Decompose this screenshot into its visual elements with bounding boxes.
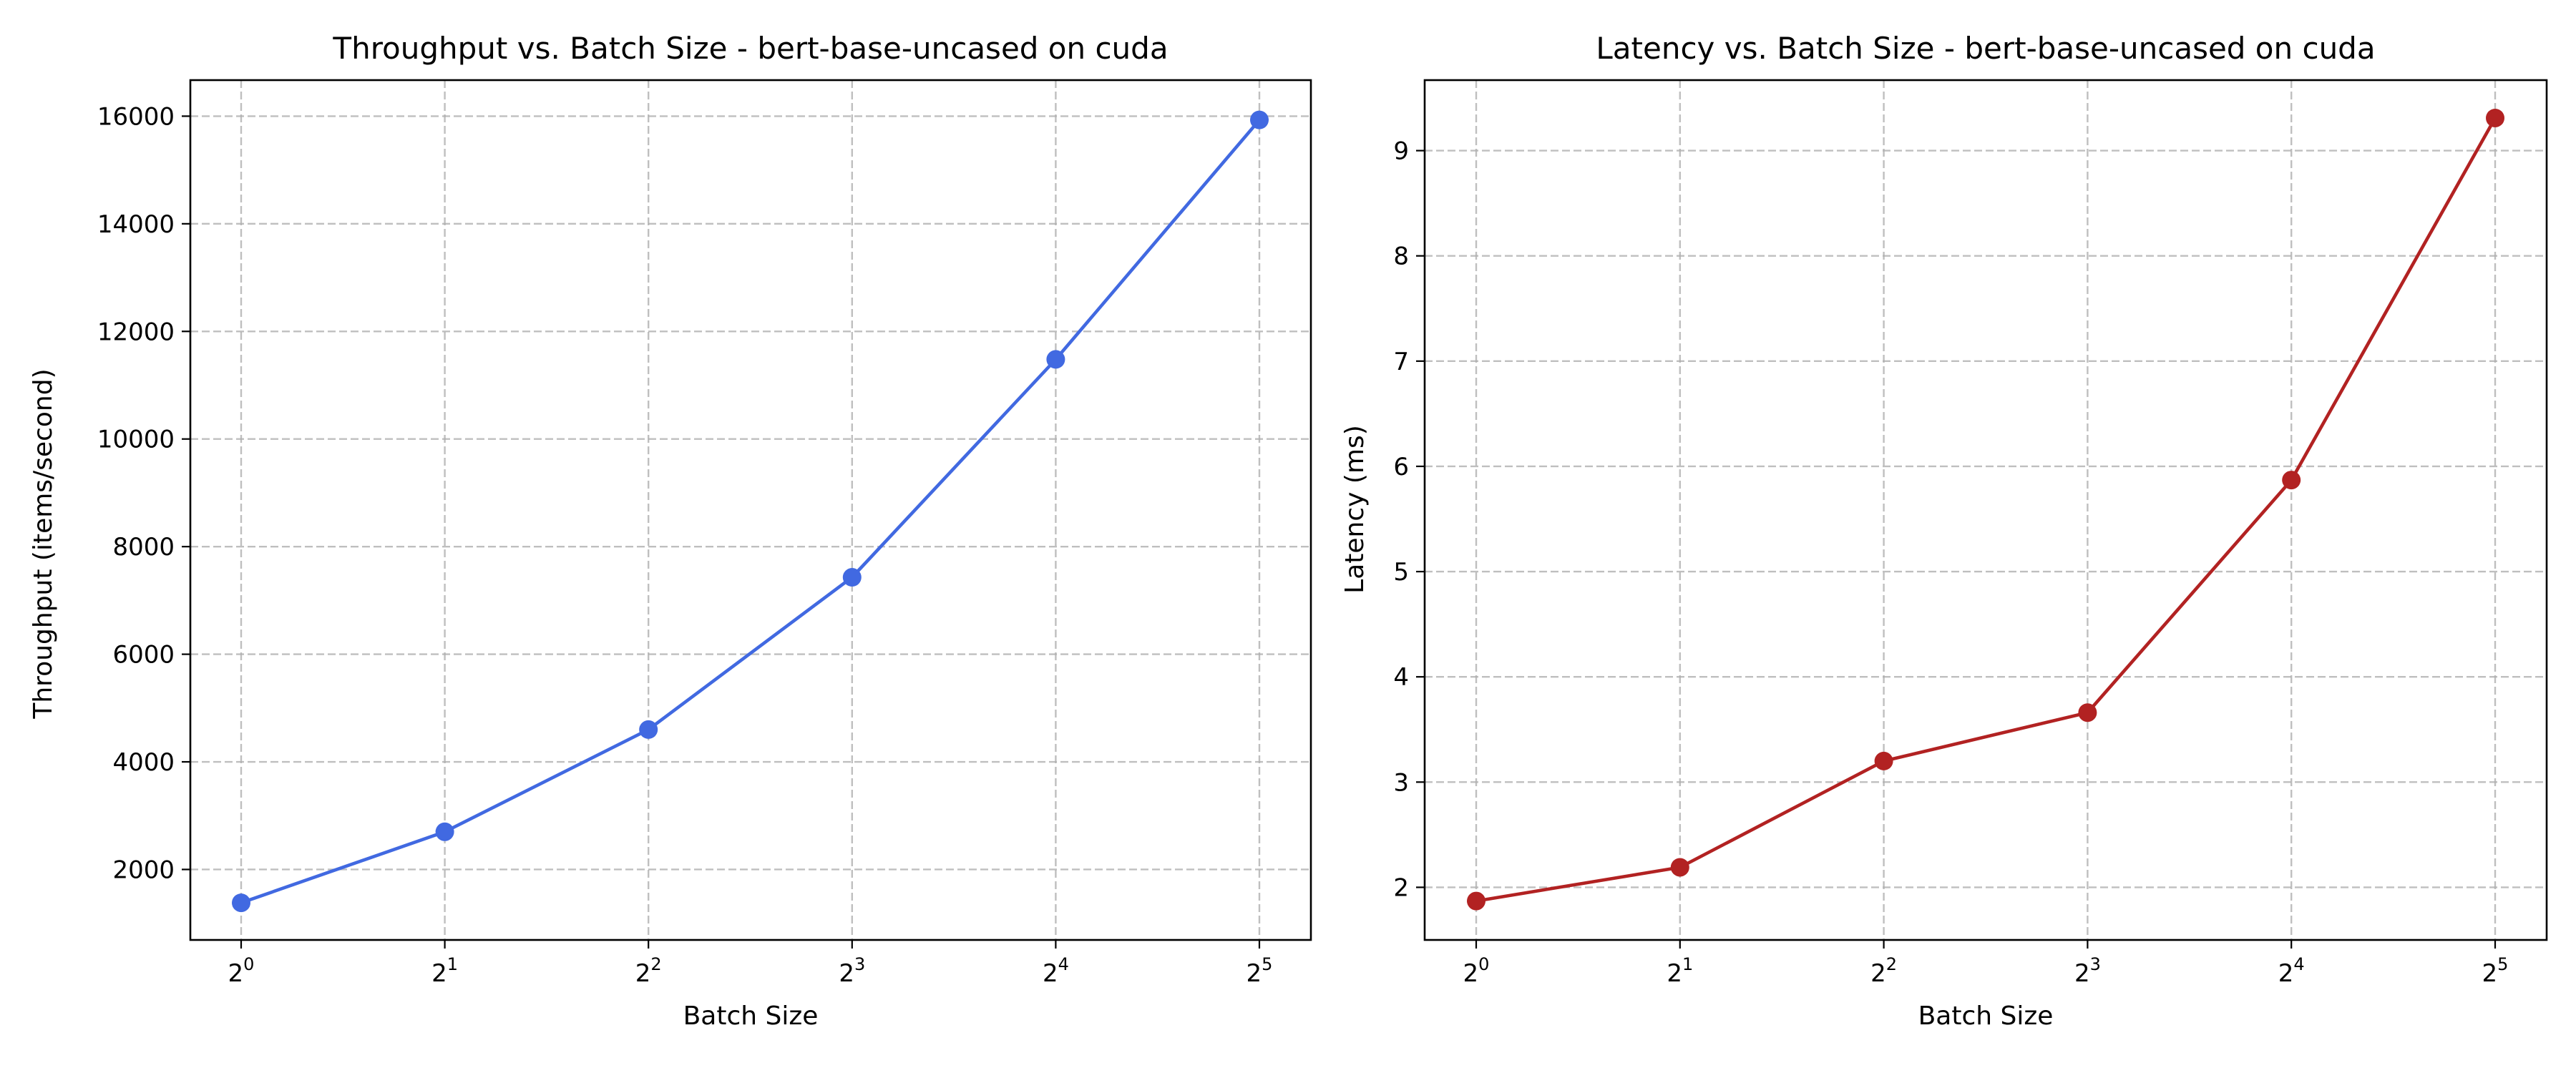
- y-tick-label: 6: [1393, 453, 1409, 481]
- y-tick-label: 8000: [112, 533, 175, 562]
- data-point: [2486, 108, 2504, 127]
- axis-ticks: 20 21 22 23 24 25 2000 4000 6000 8000 10000 12000 14…: [97, 102, 1273, 988]
- x-tick-label: 23: [839, 954, 865, 988]
- x-axis-label: Batch Size: [683, 1001, 819, 1031]
- x-tick-label: 24: [2278, 954, 2305, 988]
- y-tick-label: 7: [1393, 348, 1409, 376]
- latency-chart: Latency vs. Batch Size - bert-base-uncas…: [1340, 31, 2548, 1031]
- y-tick-label: 14000: [97, 210, 175, 239]
- y-tick-label: 5: [1393, 558, 1409, 587]
- y-tick-label: 6000: [112, 641, 175, 670]
- y-tick-label: 3: [1393, 768, 1409, 797]
- data-point: [842, 568, 862, 587]
- x-tick-label: 25: [1246, 954, 1273, 988]
- y-tick-label: 12000: [97, 318, 175, 346]
- data-point: [1670, 858, 1689, 877]
- data-point: [1250, 110, 1269, 129]
- series: [232, 110, 1269, 913]
- x-tick-label: 22: [1870, 954, 1897, 988]
- y-axis-label: Latency (ms): [1340, 425, 1370, 594]
- x-tick-label: 20: [1463, 954, 1490, 988]
- plot-frame: [189, 79, 1312, 941]
- y-tick-label: 4000: [112, 748, 175, 777]
- x-tick-label: 24: [1043, 954, 1069, 988]
- data-point: [232, 893, 250, 913]
- grid: [190, 80, 1311, 940]
- y-tick-label: 8: [1393, 242, 1409, 271]
- x-axis-label: Batch Size: [1918, 1001, 2054, 1031]
- x-tick-label: 21: [431, 954, 458, 988]
- data-point: [2282, 471, 2301, 490]
- x-tick-label: 20: [228, 954, 255, 988]
- y-tick-label: 2: [1393, 873, 1409, 902]
- y-tick-label: 9: [1393, 137, 1409, 166]
- series: [1467, 108, 2504, 911]
- y-tick-label: 4: [1393, 663, 1409, 692]
- data-point: [1467, 891, 1485, 911]
- y-tick-label: 16000: [97, 102, 175, 131]
- chart-title: Latency vs. Batch Size - bert-base-uncas…: [1596, 31, 2375, 66]
- grid: [1425, 80, 2547, 940]
- data-point: [1046, 350, 1065, 369]
- x-tick-label: 22: [635, 954, 662, 988]
- data-point: [2078, 703, 2097, 722]
- x-tick-label: 25: [2482, 954, 2509, 988]
- throughput-chart: Throughput vs. Batch Size - bert-base-un…: [29, 31, 1312, 1031]
- data-point: [639, 720, 658, 739]
- data-point: [1874, 751, 1893, 770]
- x-tick-label: 23: [2074, 954, 2101, 988]
- series-line: [1475, 117, 2497, 903]
- data-point: [435, 822, 454, 841]
- series-line: [240, 119, 1261, 905]
- y-tick-label: 2000: [112, 856, 175, 884]
- y-tick-label: 10000: [97, 426, 175, 454]
- plot-frame: [1423, 79, 2548, 941]
- x-tick-label: 21: [1667, 954, 1693, 988]
- chart-title: Throughput vs. Batch Size - bert-base-un…: [332, 31, 1168, 66]
- y-axis-label: Throughput (items/second): [29, 368, 58, 719]
